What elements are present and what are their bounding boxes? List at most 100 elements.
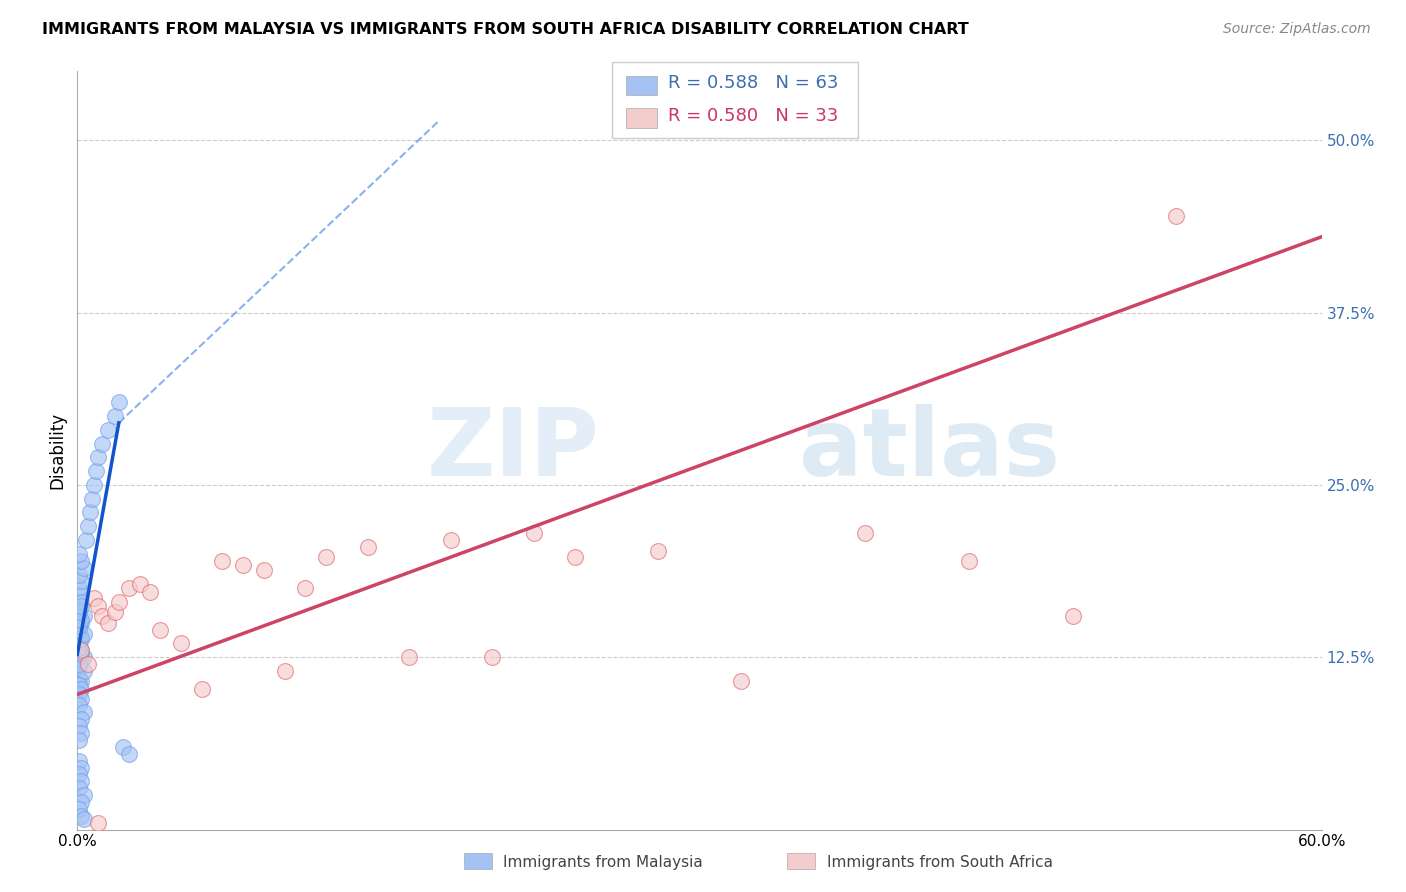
Point [67, 640, 90, 655]
Point [70, 726, 93, 740]
Point [67, 602, 90, 616]
Point [75, 533, 97, 547]
Point [253, 563, 276, 577]
Point [1062, 608, 1084, 623]
Point [855, 526, 877, 541]
Point [70, 760, 93, 774]
Point [149, 623, 172, 637]
Point [72, 608, 94, 623]
Text: IMMIGRANTS FROM MALAYSIA VS IMMIGRANTS FROM SOUTH AFRICA DISABILITY CORRELATION : IMMIGRANTS FROM MALAYSIA VS IMMIGRANTS F… [42, 22, 969, 37]
Point [67, 802, 90, 816]
Point [523, 526, 546, 541]
Point [67, 719, 90, 733]
Point [70, 654, 93, 668]
Point [67, 605, 90, 619]
Point [72, 650, 94, 665]
Point [357, 540, 380, 554]
Point [67, 671, 90, 685]
Point [67, 688, 90, 702]
Point [439, 533, 461, 547]
Point [957, 554, 980, 568]
Point [70, 646, 93, 660]
Point [70, 681, 93, 696]
Point [87, 599, 110, 614]
Point [70, 595, 93, 609]
Point [67, 678, 90, 692]
Point [84, 464, 107, 478]
Point [315, 549, 337, 564]
Text: Immigrants from Malaysia: Immigrants from Malaysia [503, 855, 703, 870]
Point [97, 423, 120, 437]
Point [170, 636, 193, 650]
Point [70, 574, 93, 589]
Point [647, 544, 669, 558]
Point [111, 739, 134, 754]
Point [70, 599, 93, 614]
Point [70, 795, 93, 809]
Point [70, 588, 93, 602]
Point [564, 549, 586, 564]
Point [87, 450, 110, 465]
Point [72, 627, 94, 641]
Point [67, 733, 90, 747]
Point [70, 691, 93, 706]
Point [139, 585, 162, 599]
Point [67, 781, 90, 796]
Point [72, 664, 94, 678]
Point [104, 605, 127, 619]
Point [67, 636, 90, 650]
Point [70, 613, 93, 627]
Point [97, 615, 120, 630]
Point [72, 812, 94, 826]
Point [70, 554, 93, 568]
Point [76, 657, 98, 672]
Point [70, 774, 93, 789]
Point [107, 395, 129, 409]
Point [128, 577, 150, 591]
Text: Immigrants from South Africa: Immigrants from South Africa [827, 855, 1053, 870]
Point [67, 623, 90, 637]
Point [294, 582, 316, 596]
Point [118, 747, 141, 761]
Point [70, 615, 93, 630]
Point [70, 643, 93, 657]
Point [72, 706, 94, 720]
Point [91, 608, 114, 623]
Text: R = 0.580   N = 33: R = 0.580 N = 33 [668, 107, 838, 125]
Point [83, 591, 105, 605]
Point [232, 558, 254, 572]
Text: R = 0.588   N = 63: R = 0.588 N = 63 [668, 74, 838, 92]
Point [72, 560, 94, 574]
Point [76, 519, 98, 533]
Point [104, 409, 127, 423]
Point [72, 788, 94, 802]
Point [107, 595, 129, 609]
Point [83, 478, 105, 492]
Point [67, 618, 90, 632]
Point [67, 582, 90, 596]
Text: atlas: atlas [799, 404, 1060, 497]
Point [70, 673, 93, 688]
Point [67, 767, 90, 781]
Point [79, 506, 101, 520]
Point [70, 809, 93, 823]
Text: Source: ZipAtlas.com: Source: ZipAtlas.com [1223, 22, 1371, 37]
Text: ZIP: ZIP [427, 404, 600, 497]
Point [211, 554, 233, 568]
Point [190, 681, 214, 696]
Point [91, 436, 114, 450]
Point [67, 547, 90, 561]
Point [730, 673, 752, 688]
Point [1166, 209, 1188, 223]
Point [67, 754, 90, 768]
Point [67, 698, 90, 713]
Point [87, 815, 110, 830]
Point [67, 657, 90, 672]
Point [70, 712, 93, 726]
Point [481, 650, 503, 665]
Point [80, 491, 103, 506]
Point [67, 660, 90, 674]
Point [70, 643, 93, 657]
Point [118, 582, 141, 596]
Y-axis label: Disability: Disability [48, 412, 66, 489]
